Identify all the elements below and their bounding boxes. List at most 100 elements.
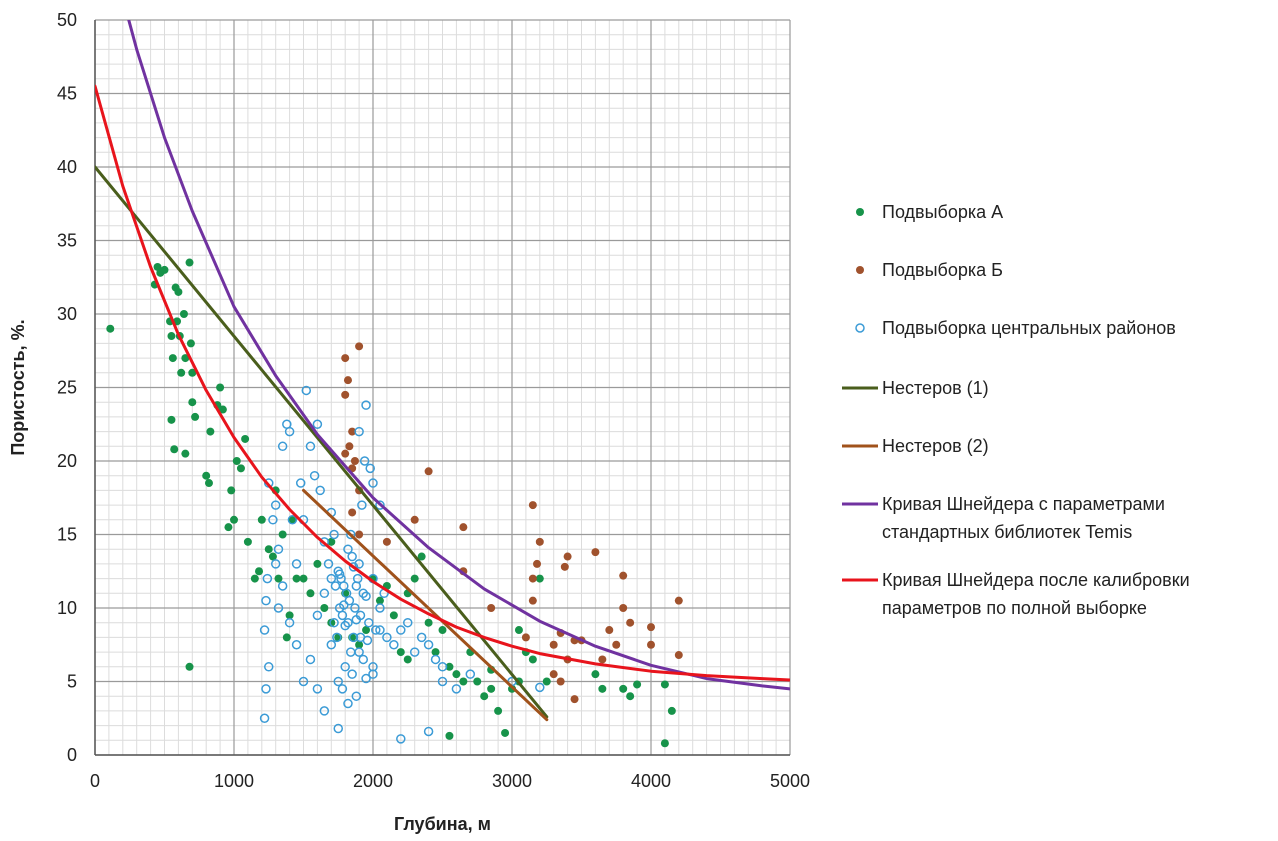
- scatter-point: [312, 610, 323, 621]
- scatter-point: [424, 618, 433, 627]
- scatter-point: [268, 552, 277, 561]
- x-tick-label: 0: [90, 771, 100, 791]
- scatter-point: [403, 617, 413, 628]
- scatter-point: [343, 698, 353, 709]
- y-tick-label: 45: [57, 84, 77, 104]
- legend-marker: [856, 266, 864, 274]
- scatter-point: [403, 655, 412, 664]
- scatter-point: [371, 625, 381, 635]
- scatter-point: [218, 405, 227, 414]
- scatter-point: [329, 617, 339, 628]
- scatter-point: [284, 426, 295, 437]
- legend-item-5: Нестеров (2): [842, 436, 989, 456]
- scatter-point: [337, 684, 348, 694]
- series-line-5: [302, 488, 549, 722]
- scatter-point: [528, 655, 537, 664]
- scatter-point: [345, 442, 354, 451]
- scatter-point: [261, 684, 271, 694]
- scatter-point: [431, 648, 440, 657]
- y-tick-label: 5: [67, 672, 77, 692]
- scatter-point: [241, 434, 250, 443]
- legend: Подвыборка А Подвыборка Б Подвыборка центр…: [842, 202, 1190, 618]
- scatter-point: [354, 559, 364, 569]
- scatter-point: [556, 677, 565, 686]
- scatter-point: [361, 400, 371, 410]
- scatter-point: [416, 632, 427, 643]
- scatter-point: [348, 632, 359, 643]
- scatter-point: [619, 604, 628, 612]
- scatter-point: [341, 449, 350, 458]
- y-tick-label: 35: [57, 231, 77, 251]
- scatter-point: [181, 449, 190, 458]
- scatter-point: [232, 457, 241, 465]
- scatter-point: [351, 691, 362, 701]
- scatter-point: [204, 479, 213, 488]
- scatter-point: [368, 478, 378, 488]
- scatter-point: [327, 537, 336, 546]
- scatter-point: [619, 571, 628, 580]
- scatter-point: [106, 324, 115, 333]
- scatter-point: [337, 610, 348, 621]
- scatter-point: [487, 604, 496, 612]
- scatter-point: [170, 445, 179, 454]
- y-tick-label: 10: [57, 598, 77, 618]
- legend-item-4: Нестеров (1): [842, 378, 989, 398]
- scatter-point: [382, 632, 392, 643]
- scatter-point: [181, 354, 190, 363]
- scatter-point: [528, 501, 537, 510]
- y-tick-label: 30: [57, 304, 77, 324]
- scatter-point: [424, 467, 433, 476]
- legend-item-6: Кривая Шнейдера с параметрами стандартных…: [842, 494, 1165, 542]
- scatter-point: [437, 676, 448, 687]
- scatter-point: [236, 464, 245, 473]
- scatter-point: [535, 574, 544, 583]
- scatter-point: [351, 581, 362, 591]
- legend-label: Подвыборка А: [882, 202, 1003, 222]
- scatter-point: [533, 559, 542, 568]
- scatter-point: [301, 385, 312, 396]
- legend-marker: [855, 323, 865, 333]
- scatter-point: [357, 500, 367, 510]
- scatter-point: [375, 596, 384, 605]
- scatter-point: [667, 706, 676, 715]
- scatter-point: [410, 574, 419, 583]
- scatter-point: [459, 677, 468, 686]
- scatter-point: [347, 669, 357, 679]
- scatter-point: [535, 537, 544, 546]
- scatter-point: [430, 654, 441, 665]
- scatter-point: [355, 530, 364, 539]
- scatter-point: [312, 419, 323, 429]
- legend-item-1: Подвыборка А: [856, 202, 1003, 222]
- scatter-point: [660, 739, 669, 748]
- scatter-point: [188, 368, 197, 377]
- scatter-point: [452, 670, 461, 679]
- scatter-point: [282, 633, 291, 642]
- scatter-point: [160, 265, 169, 274]
- scatter-point: [358, 654, 369, 665]
- scatter-point: [278, 530, 287, 539]
- series-line-4: [95, 165, 549, 719]
- scatter-point: [270, 500, 281, 510]
- scatter-point: [288, 515, 297, 524]
- scatter-point: [423, 640, 434, 650]
- scatter-point: [348, 508, 357, 517]
- scatter-point: [389, 640, 399, 650]
- scatter-point: [542, 677, 551, 686]
- scatter-point: [348, 427, 357, 436]
- scatter-point: [230, 515, 238, 524]
- scatter-point: [340, 620, 350, 631]
- scatter-point: [459, 523, 468, 532]
- scatter-point: [494, 706, 503, 715]
- scatter-point: [274, 574, 283, 583]
- scatter-point: [591, 670, 600, 679]
- legend-item-3: Подвыборка центральных районов: [855, 318, 1176, 338]
- scatter-point: [445, 662, 454, 671]
- scatter-point: [188, 398, 197, 407]
- scatter-point: [674, 651, 683, 660]
- scatter-point: [168, 354, 177, 363]
- scatter-point: [549, 640, 558, 649]
- scatter-point: [361, 673, 371, 684]
- scatter-point: [563, 552, 572, 561]
- scatter-point: [343, 376, 352, 385]
